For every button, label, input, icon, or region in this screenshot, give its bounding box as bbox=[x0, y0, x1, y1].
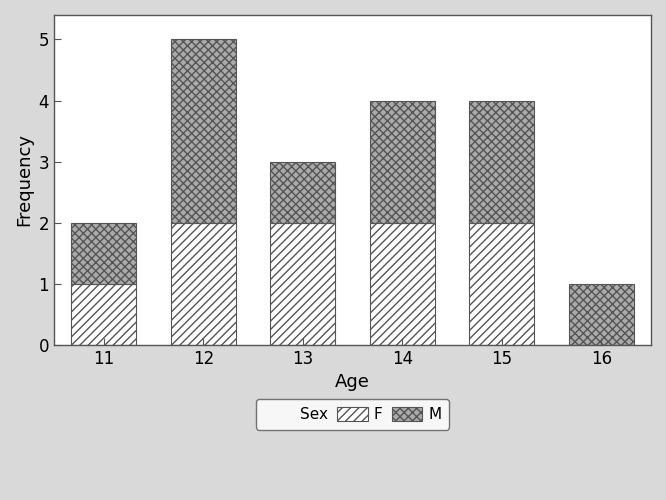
Bar bbox=[171, 222, 236, 345]
Bar bbox=[270, 222, 335, 345]
Bar bbox=[470, 100, 534, 222]
Bar bbox=[71, 222, 136, 284]
Bar bbox=[470, 222, 534, 345]
X-axis label: Age: Age bbox=[335, 374, 370, 392]
Bar bbox=[270, 162, 335, 222]
Bar bbox=[370, 100, 435, 222]
Bar bbox=[569, 284, 633, 345]
Bar bbox=[171, 40, 236, 222]
Y-axis label: Frequency: Frequency bbox=[15, 134, 33, 226]
Bar bbox=[370, 222, 435, 345]
Bar bbox=[71, 284, 136, 345]
Legend: Sex, F, M: Sex, F, M bbox=[256, 399, 450, 430]
